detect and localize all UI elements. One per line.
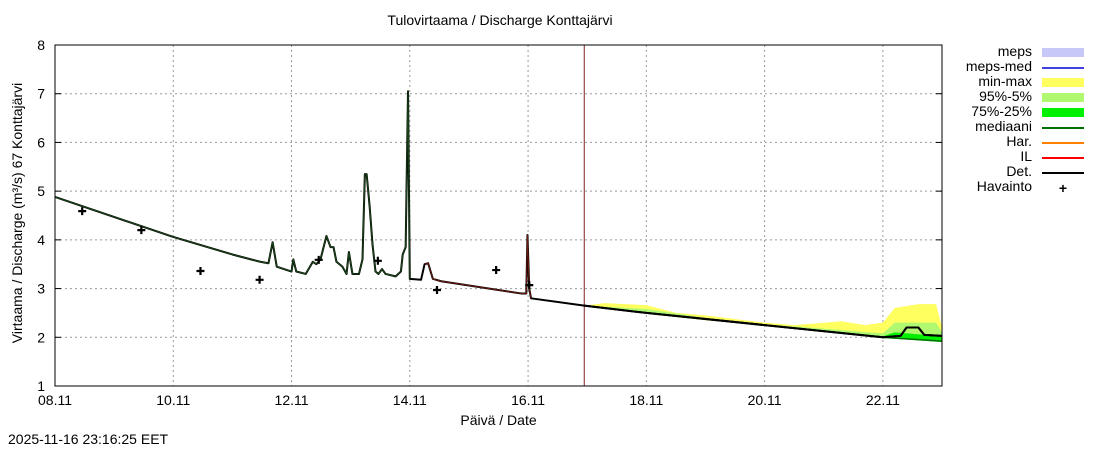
havainto-marker <box>433 286 442 295</box>
x-tick-label: 10.11 <box>156 392 190 408</box>
x-tick-label: 08.11 <box>38 392 72 408</box>
x-tick-label: 22.11 <box>866 392 900 408</box>
legend-item: 95%-5% <box>930 88 1100 105</box>
legend-swatch <box>1042 48 1084 57</box>
x-tick-label: 12.11 <box>275 392 309 408</box>
y-tick-label: 5 <box>37 183 45 199</box>
y-tick-label: 3 <box>37 281 45 297</box>
legend-item: Havainto + <box>930 178 1100 196</box>
havainto-marker <box>137 226 146 235</box>
det-line <box>54 90 943 339</box>
history-line-green <box>54 90 411 279</box>
band-95-5 <box>584 305 942 342</box>
legend-swatch <box>1042 93 1084 102</box>
history-line-red <box>424 234 532 299</box>
legend-swatch <box>1042 108 1084 117</box>
chart-title: Tulovirtaama / Discharge Konttajärvi <box>387 12 613 28</box>
legend-item: IL <box>930 148 1100 165</box>
havainto-marker <box>373 256 382 265</box>
y-tick-label: 7 <box>37 86 45 102</box>
legend-label: 75%-25% <box>971 103 1032 119</box>
legend-swatch <box>1042 127 1084 129</box>
legend-label: Det. <box>1006 163 1032 179</box>
legend-swatch <box>1042 78 1084 87</box>
legend-item: 75%-25% <box>930 103 1100 120</box>
x-tick-label: 18.11 <box>629 392 663 408</box>
x-tick-label: 20.11 <box>748 392 782 408</box>
legend-swatch <box>1042 172 1084 174</box>
x-tick-label: 14.11 <box>393 392 427 408</box>
y-tick-label: 4 <box>37 232 45 248</box>
havainto-marker <box>255 275 264 284</box>
y-tick-label: 2 <box>37 329 45 345</box>
legend-item: mediaani <box>930 118 1100 135</box>
y-tick-label: 1 <box>37 378 45 394</box>
x-tick-label: 16.11 <box>511 392 545 408</box>
legend-swatch <box>1042 142 1084 144</box>
legend-label: mediaani <box>975 118 1032 134</box>
y-tick-label: 6 <box>37 134 45 150</box>
havainto-marker <box>492 266 501 275</box>
havainto-marker <box>78 207 87 216</box>
legend-label: Har. <box>1006 133 1032 149</box>
legend-label: min-max <box>978 73 1032 89</box>
legend-item: Har. <box>930 133 1100 150</box>
y-tick-label: 8 <box>37 37 45 53</box>
legend-swatch <box>1042 67 1084 69</box>
legend-label: 95%-5% <box>979 88 1032 104</box>
legend-label: meps-med <box>965 58 1032 74</box>
legend-item: meps <box>930 43 1100 60</box>
plot-border <box>54 44 943 387</box>
legend-swatch: + <box>1058 180 1068 196</box>
det-forecast-line <box>584 304 943 339</box>
legend-item: Det. <box>930 163 1100 180</box>
havainto-marker <box>196 267 205 276</box>
havainto-marker <box>525 281 534 290</box>
x-axis-label: Päivä / Date <box>460 412 537 428</box>
legend-label: Havainto <box>976 178 1032 194</box>
legend-item: meps-med <box>930 58 1100 75</box>
legend-label: meps <box>997 43 1032 59</box>
legend-label: IL <box>1020 148 1032 164</box>
legend-item: min-max <box>930 73 1100 90</box>
legend-swatch <box>1042 157 1084 159</box>
timestamp: 2025-11-16 23:16:25 EET <box>8 431 169 447</box>
havainto-marker <box>314 255 323 264</box>
